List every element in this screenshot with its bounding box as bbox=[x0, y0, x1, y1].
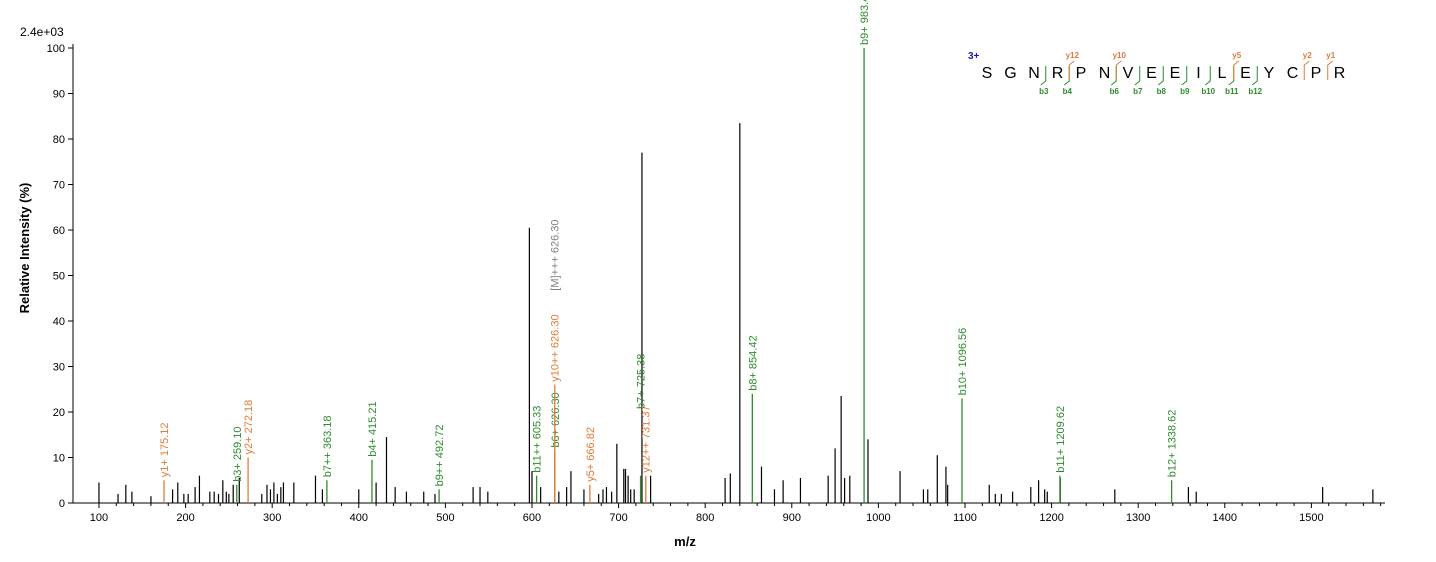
y-ion-label: y10 bbox=[1113, 51, 1127, 60]
sequence-residue: E bbox=[1170, 65, 1181, 82]
y-ion-bracket bbox=[1115, 60, 1122, 80]
b-ion-label: b7 bbox=[1133, 87, 1143, 96]
y-ion-bracket bbox=[1068, 60, 1075, 80]
y-ion-label: y2 bbox=[1303, 51, 1312, 60]
peaks-layer bbox=[98, 123, 1374, 503]
b-ion-label: b10 bbox=[1201, 87, 1215, 96]
y-tick-label: 60 bbox=[53, 225, 65, 237]
b-ion-label: b9 bbox=[1180, 87, 1190, 96]
max-intensity-label: 2.4e+03 bbox=[20, 25, 64, 39]
x-tick-label: 300 bbox=[263, 512, 281, 524]
b-ion-label: b4 bbox=[1063, 87, 1073, 96]
sequence-residue: E bbox=[1146, 65, 1157, 82]
y-tick-label: 20 bbox=[53, 407, 65, 419]
sequence-residue: L bbox=[1218, 65, 1227, 82]
x-tick-label: 1500 bbox=[1299, 512, 1323, 524]
peak-label: y2+ 272.18 bbox=[243, 400, 255, 455]
peak-label: y12++ 731.37 bbox=[641, 405, 653, 472]
x-tick-label: 1300 bbox=[1126, 512, 1150, 524]
b-ion-label: b6 bbox=[1110, 87, 1120, 96]
y-ion-bracket bbox=[1303, 60, 1310, 80]
b-ion-bracket bbox=[1110, 66, 1117, 86]
peak-label: b11++ 605.33 bbox=[532, 406, 544, 473]
sequence-residue: Y bbox=[1264, 65, 1275, 82]
x-tick-label: 1400 bbox=[1213, 512, 1237, 524]
peak-label: y5+ 666.82 bbox=[585, 427, 597, 482]
peak-label: b7+ 725.38 bbox=[636, 354, 648, 409]
y-tick-label: 70 bbox=[53, 180, 65, 192]
sequence-residue: I bbox=[1196, 65, 1200, 82]
peak-label: b3+ 259.10 bbox=[232, 426, 244, 481]
b-ion-label: b12 bbox=[1248, 87, 1262, 96]
peak-label: b11+ 1209.62 bbox=[1055, 406, 1067, 473]
x-tick-label: 1200 bbox=[1039, 512, 1063, 524]
y-tick-label: 0 bbox=[59, 498, 65, 510]
x-tick-label: 600 bbox=[523, 512, 541, 524]
x-tick-label: 1100 bbox=[953, 512, 977, 524]
b-ion-bracket bbox=[1063, 66, 1070, 86]
sequence-residue: N bbox=[1099, 65, 1111, 82]
peak-label: b8+ 854.42 bbox=[747, 335, 759, 390]
b-ion-bracket bbox=[1228, 66, 1235, 86]
b-ion-label: b11 bbox=[1225, 87, 1239, 96]
peak-label: b6+ 626.30 bbox=[550, 392, 562, 447]
y-tick-label: 40 bbox=[53, 316, 65, 328]
peak-label: b9+ 983.47 bbox=[859, 0, 871, 45]
sequence-annotation: 3+S G N R P N V E E I L E Y C P Rb3 b4 b6 b7 b8 b9 b10 b11 b12y… bbox=[968, 51, 1345, 96]
sequence-residue: E bbox=[1240, 65, 1251, 82]
x-tick-label: 1000 bbox=[866, 512, 890, 524]
y-axis-title: Relative Intensity (%) bbox=[17, 183, 32, 314]
b-ion-bracket bbox=[1134, 66, 1141, 86]
peak-label: b10+ 1096.56 bbox=[957, 328, 969, 396]
x-tick-label: 500 bbox=[436, 512, 454, 524]
sequence-residue: V bbox=[1123, 65, 1134, 82]
y-tick-label: 90 bbox=[53, 89, 65, 101]
y-tick-label: 80 bbox=[53, 134, 65, 146]
peak-label: [M]+++ 626.30 bbox=[550, 219, 562, 290]
y-tick-label: 100 bbox=[47, 43, 65, 55]
b-ion-label: b3 bbox=[1039, 87, 1049, 96]
x-tick-label: 100 bbox=[90, 512, 108, 524]
sequence-residue: P bbox=[1076, 65, 1087, 82]
peak-label: y10++ 626.30 bbox=[550, 314, 562, 381]
y-ion-label: y12 bbox=[1066, 51, 1080, 60]
b-ion-bracket bbox=[1040, 66, 1047, 86]
b-ion-label: b8 bbox=[1157, 87, 1167, 96]
sequence-residue: G bbox=[1004, 65, 1016, 82]
sequence-residue: R bbox=[1052, 65, 1064, 82]
x-tick-label: 900 bbox=[783, 512, 801, 524]
y-tick-label: 50 bbox=[53, 271, 65, 283]
sequence-residue: R bbox=[1334, 65, 1346, 82]
sequence-residue: N bbox=[1028, 65, 1040, 82]
peak-label: b12+ 1338.62 bbox=[1167, 410, 1179, 478]
b-ion-bracket bbox=[1204, 66, 1211, 86]
sequence-residue: P bbox=[1311, 65, 1322, 82]
sequence-residue: S bbox=[982, 65, 993, 82]
peak-label: b4+ 415.21 bbox=[367, 401, 379, 456]
b-ion-bracket bbox=[1251, 66, 1258, 86]
precursor-charge: 3+ bbox=[968, 51, 980, 62]
x-tick-label: 400 bbox=[350, 512, 368, 524]
peak-label: y1+ 175.12 bbox=[159, 423, 171, 478]
axes: 0 10 20 30 40 50 60 70 80 90 100 100 200 300 400 500 600… bbox=[47, 43, 1385, 524]
y-tick-label: 30 bbox=[53, 362, 65, 374]
x-tick-label: 700 bbox=[609, 512, 627, 524]
b-ion-bracket bbox=[1157, 66, 1164, 86]
peak-label: b9++ 492.72 bbox=[434, 425, 446, 487]
x-axis-title: m/z bbox=[674, 534, 696, 549]
y-ion-label: y5 bbox=[1232, 51, 1241, 60]
peak-labels-layer: y1+ 175.12 b3+ 259.10 y2+ 272.18 b7++ 363.1… bbox=[159, 0, 1179, 503]
y-ion-bracket bbox=[1233, 60, 1240, 80]
y-ion-label: y1 bbox=[1326, 51, 1335, 60]
y-tick-label: 10 bbox=[53, 453, 65, 465]
y-ion-bracket bbox=[1327, 60, 1334, 80]
x-tick-label: 200 bbox=[176, 512, 194, 524]
peak-label: b7++ 363.18 bbox=[322, 415, 334, 477]
sequence-residue: C bbox=[1287, 65, 1299, 82]
b-ion-bracket bbox=[1181, 66, 1188, 86]
x-tick-label: 800 bbox=[696, 512, 714, 524]
